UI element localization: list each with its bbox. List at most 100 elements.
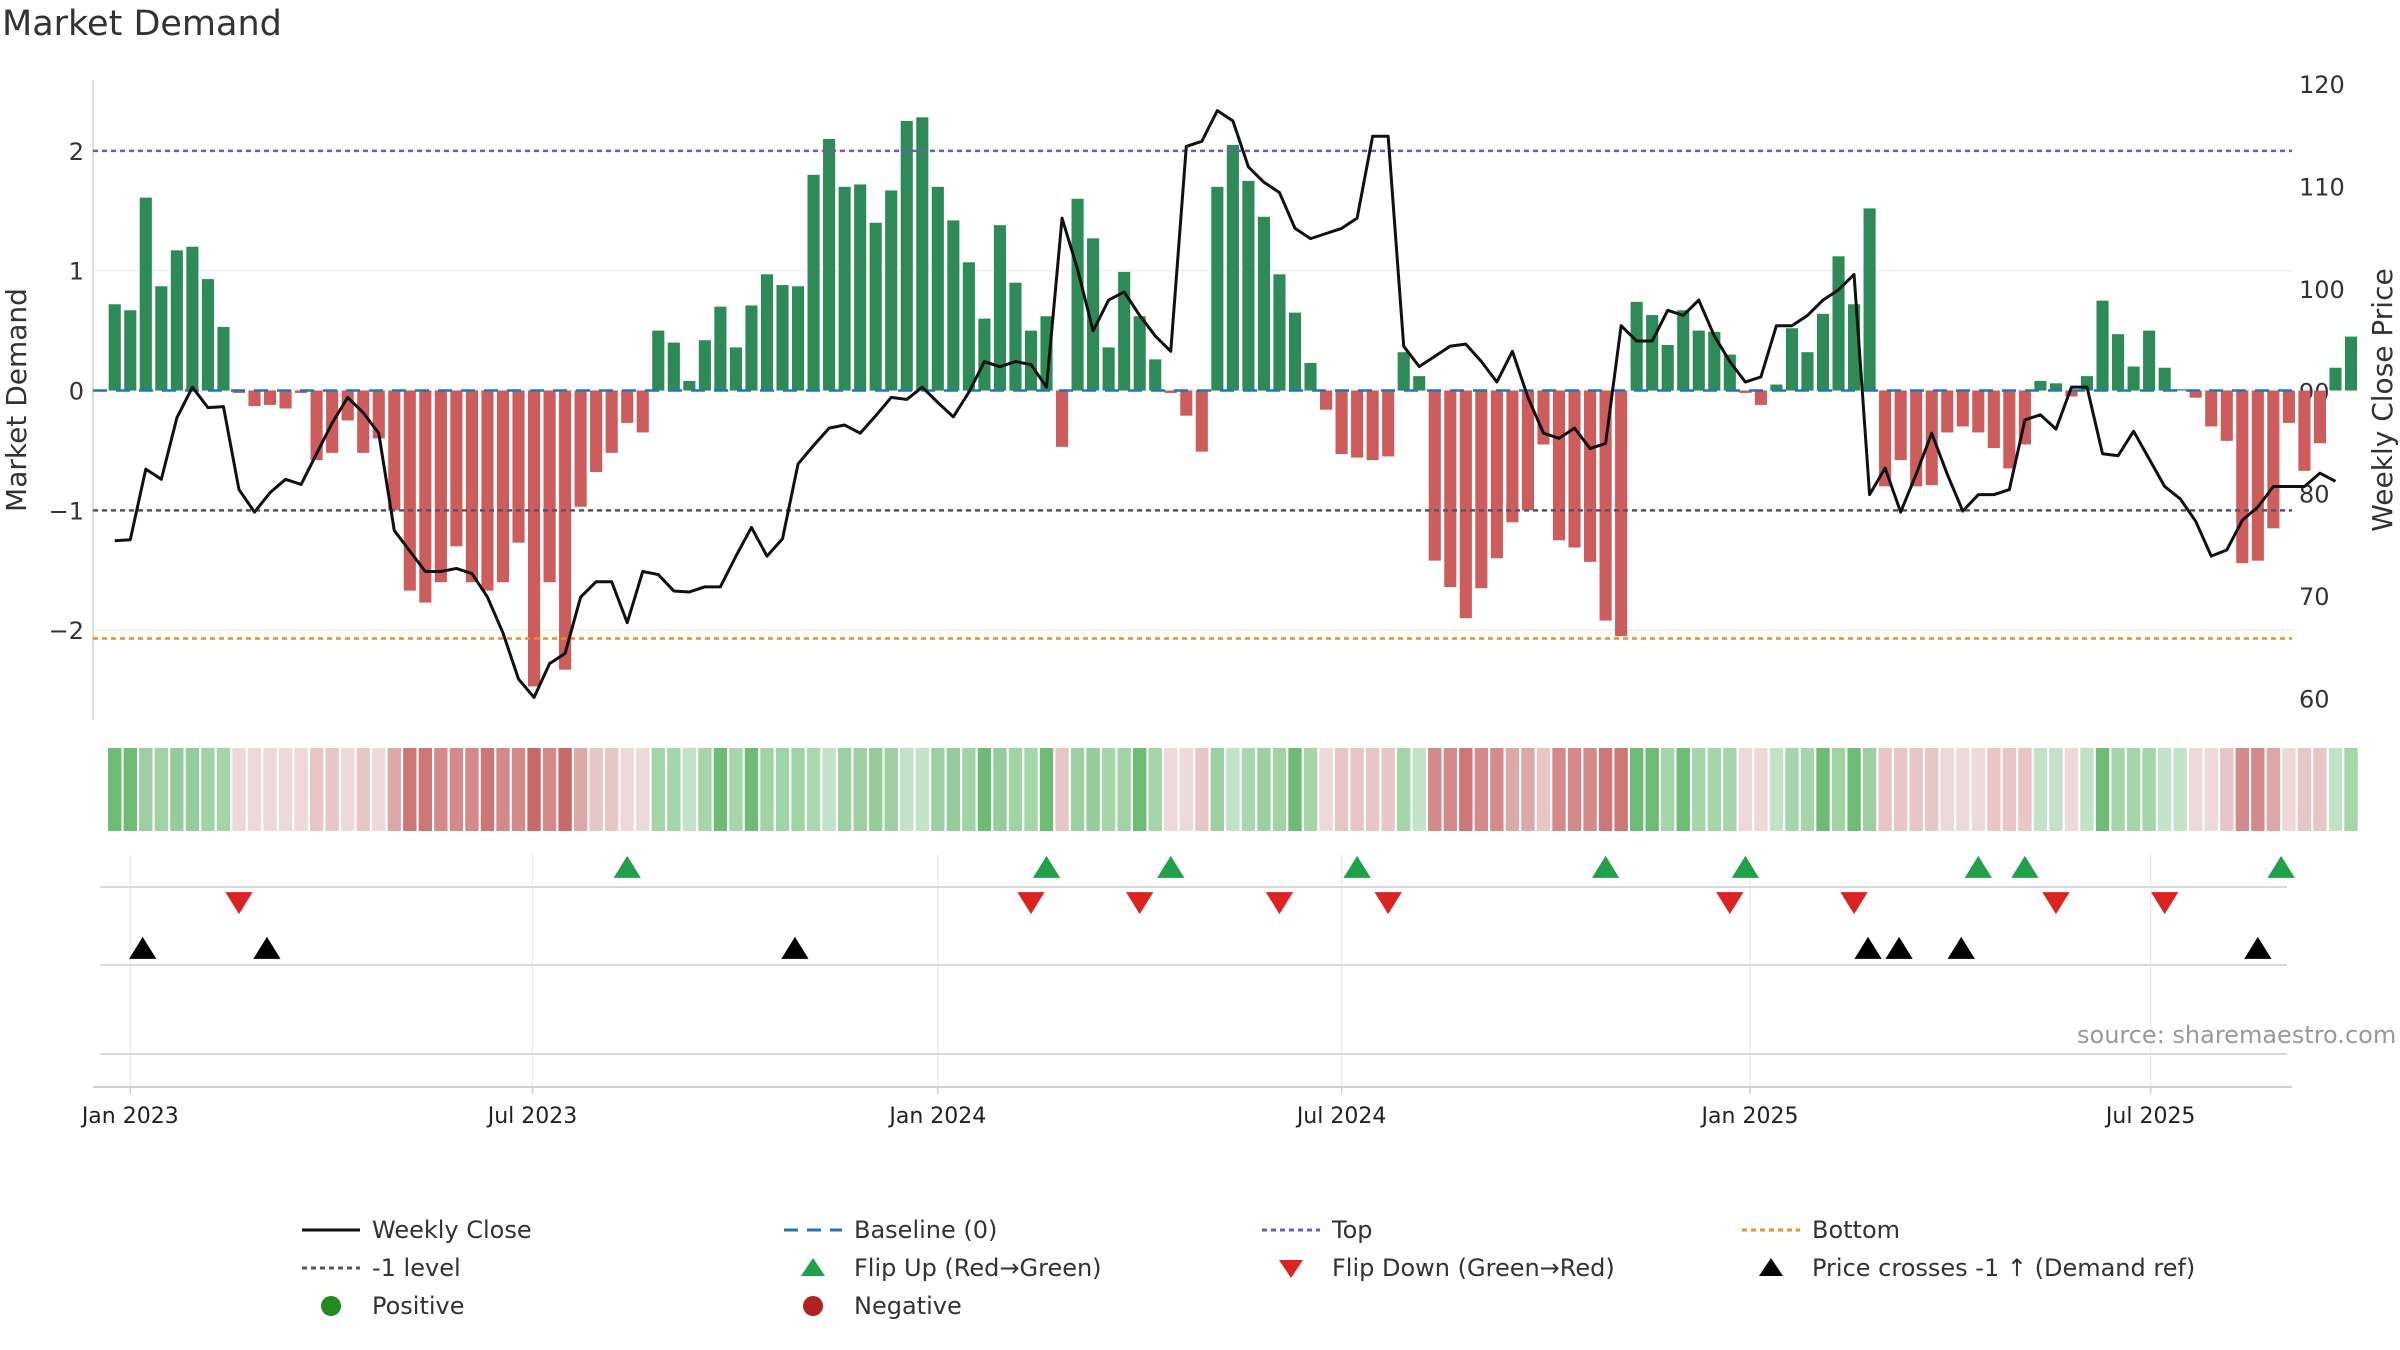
strip-cell <box>791 748 805 831</box>
price-cross-marker <box>1854 936 1882 959</box>
strip-cell <box>434 748 448 831</box>
strip-cell <box>387 748 401 831</box>
demand-bar <box>2267 390 2280 529</box>
demand-bar <box>2096 300 2109 391</box>
right-tick-label: 70 <box>2299 583 2330 611</box>
demand-bar <box>1552 390 1566 541</box>
x-tick-label: Jul 2023 <box>486 1104 578 1129</box>
legend-label: Weekly Close <box>372 1216 532 1244</box>
strip-cell <box>1148 748 1162 831</box>
demand-bar <box>1863 208 1876 391</box>
strip-cell <box>1086 748 1100 831</box>
strip-cell <box>2220 748 2234 831</box>
flip-up-marker <box>2267 855 2295 878</box>
demand-bar <box>1071 198 1084 391</box>
demand-bar <box>217 327 230 391</box>
demand-bar <box>854 184 867 391</box>
legend-label: Negative <box>854 1292 962 1320</box>
strip-cell <box>1319 748 1333 831</box>
demand-bar <box>931 186 944 391</box>
demand-bar <box>652 330 665 391</box>
flip-up-marker <box>613 855 641 878</box>
strip-cell <box>1164 748 1178 831</box>
left-axis-title: Market Demand <box>0 288 33 512</box>
demand-bar <box>900 120 913 391</box>
strip-cell <box>108 748 122 831</box>
strip-cell <box>573 748 588 831</box>
demand-bar <box>388 390 401 511</box>
flip-up-marker <box>1591 855 1620 878</box>
strip-cell <box>1412 748 1426 831</box>
strip-cell <box>527 748 541 831</box>
strip-cell <box>2266 748 2281 831</box>
demand-bar <box>1087 238 1100 391</box>
demand-bar <box>1164 390 1177 393</box>
strip-cell <box>372 748 386 831</box>
demand-bar <box>1133 316 1146 391</box>
demand-bar <box>1444 390 1457 588</box>
legend-symbol <box>1740 1250 1802 1286</box>
legend-item: Flip Down (Green→Red) <box>1260 1250 1615 1286</box>
strip-cell <box>309 748 324 831</box>
flip-down-marker <box>1716 892 1744 915</box>
weekly-close-line <box>114 109 2337 699</box>
strip-cell <box>2344 748 2358 831</box>
flip-up-marker <box>2011 855 2039 878</box>
demand-bar <box>1304 362 1317 391</box>
flip-down-marker <box>225 892 253 915</box>
demand-bar <box>1118 271 1131 391</box>
legend-symbol <box>300 1212 362 1248</box>
right-tick-label: 60 <box>2299 686 2330 714</box>
legend: Weekly Close Baseline (0) Top Bottom -1 leve… <box>300 1212 2300 1342</box>
left-tick-label: −2 <box>49 617 84 645</box>
demand-bar <box>947 220 960 391</box>
demand-bar <box>357 390 370 453</box>
demand-bar <box>1320 390 1333 410</box>
demand-bar <box>201 279 214 391</box>
demand-bar <box>496 390 510 583</box>
strip-cell <box>2080 748 2094 831</box>
strip-cell <box>2111 748 2125 831</box>
legend-item: Positive <box>300 1288 465 1324</box>
strip-cell <box>1831 748 1846 831</box>
demand-bar <box>2329 367 2342 391</box>
strip-cell <box>1847 748 1861 831</box>
strip-cell <box>1350 748 1364 831</box>
price-cross-marker <box>2244 936 2272 959</box>
demand-bar <box>512 390 525 543</box>
demand-bar <box>434 390 447 583</box>
legend-item: Flip Up (Red→Green) <box>782 1250 1102 1286</box>
legend-symbol <box>782 1250 844 1286</box>
legend-symbol <box>782 1212 844 1248</box>
demand-bar <box>2251 390 2264 561</box>
demand-bar <box>1366 390 1379 461</box>
strip-cell <box>232 748 246 831</box>
demand-bar <box>993 225 1006 391</box>
strip-cell <box>1024 748 1038 831</box>
legend-label: -1 level <box>372 1254 461 1282</box>
demand-bar <box>1288 312 1302 391</box>
demand-bar <box>636 390 649 433</box>
chart-title: Market Demand <box>2 4 282 44</box>
demand-bar <box>1040 316 1053 391</box>
legend-symbol <box>1740 1212 1802 1248</box>
strip-cell <box>1567 748 1582 831</box>
demand-bar <box>590 390 603 472</box>
strip-cell <box>2095 748 2110 831</box>
demand-bar <box>2127 366 2140 391</box>
demand-bar <box>1754 390 1767 405</box>
left-tick-label: 0 <box>69 378 84 406</box>
strip-cell <box>1210 748 1225 831</box>
x-tick-label: Jan 2025 <box>1700 1104 1799 1129</box>
demand-bar <box>279 390 292 409</box>
strip-cell <box>2049 748 2063 831</box>
demand-bar <box>1972 390 1985 433</box>
strip-cell <box>480 748 495 831</box>
price-cross-marker <box>253 936 281 959</box>
legend-label: Flip Down (Green→Red) <box>1332 1254 1615 1282</box>
strip-cell <box>1381 748 1395 831</box>
flip-up-marker <box>1964 855 1992 878</box>
strip-cell <box>1008 748 1023 831</box>
flip-down-marker <box>1374 892 1402 915</box>
